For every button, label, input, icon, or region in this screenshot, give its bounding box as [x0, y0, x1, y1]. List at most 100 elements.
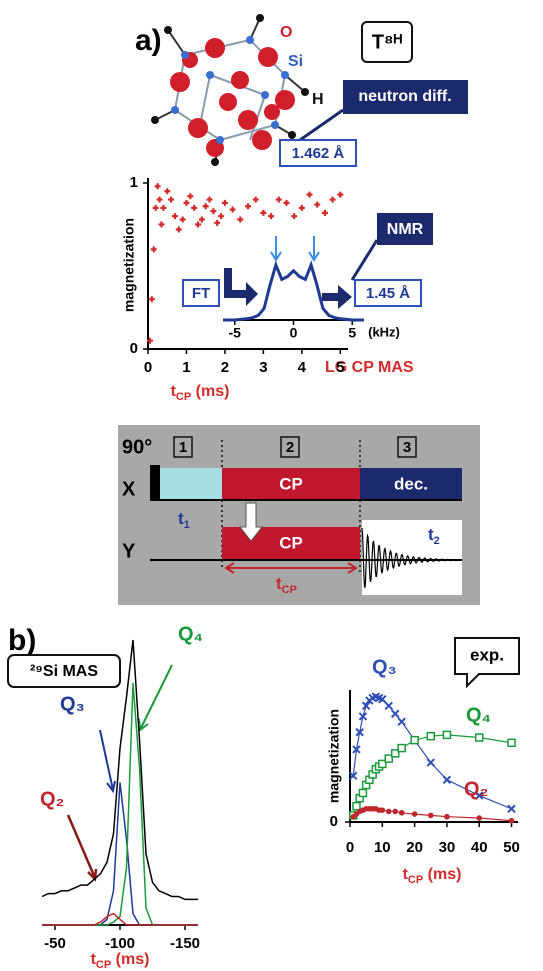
figure: a) b) O Si H T⁸ᴴ neutron diff. 1.462 Å N… [0, 0, 543, 971]
marker [149, 296, 155, 302]
y-tick-label: 1 [130, 174, 138, 191]
marker [399, 810, 405, 816]
y-axis-label: magnetization [326, 709, 342, 803]
marker [385, 702, 392, 709]
x-tick-label: 0 [346, 839, 354, 856]
x-tick-label: 5 [336, 359, 344, 376]
marker [427, 759, 434, 766]
marker [314, 202, 320, 208]
x-tick-label: 50 [503, 839, 520, 856]
y-axis-label: magnetization [121, 218, 137, 312]
bond-length: 1.45 Å [366, 285, 410, 302]
marker [153, 205, 159, 211]
marker [203, 203, 209, 209]
marker [230, 207, 236, 213]
x-axis-label-part: CP [96, 959, 111, 971]
x-tick-label: 2 [221, 359, 229, 376]
arrow [100, 730, 115, 791]
series-line [353, 735, 511, 816]
marker [299, 205, 305, 211]
atom-label: Si [288, 53, 303, 70]
marker [443, 776, 450, 783]
x-tick-label: 5 [348, 325, 356, 341]
arrow [271, 236, 319, 260]
marker [151, 246, 157, 252]
marker [210, 208, 216, 214]
ft-label: FT [192, 285, 210, 302]
x-axis-label-part: CP [408, 874, 423, 886]
marker [428, 813, 434, 819]
marker [199, 217, 205, 223]
marker [283, 200, 289, 206]
marker [260, 210, 266, 216]
x-tick-label: 1 [182, 359, 190, 376]
x-tick-label: 30 [439, 839, 456, 856]
arrow [139, 665, 172, 730]
marker [386, 809, 392, 815]
marker [398, 745, 405, 752]
channel-label: Y [122, 540, 136, 562]
x-axis-label-part: CP [176, 391, 191, 403]
exp-label: exp. [470, 645, 504, 664]
method-label: neutron diff. [358, 88, 451, 105]
x-tick-label: -5 [229, 325, 242, 341]
x-axis-label-part: (ms) [111, 951, 149, 968]
marker [476, 815, 482, 821]
marker [392, 710, 399, 717]
marker [176, 226, 182, 232]
marker [330, 197, 336, 203]
series-label: Q₂ [40, 788, 64, 810]
bond-length: 1.462 Å [292, 145, 345, 162]
molecule-label: T⁸ᴴ [372, 31, 403, 53]
x-axis-label: tCP (ms) [171, 383, 230, 403]
x-tick-label: -100 [105, 935, 135, 952]
series-label: Q₃ [60, 693, 85, 715]
arrow [68, 815, 96, 879]
arrow [322, 285, 352, 309]
marker [337, 192, 343, 198]
marker [427, 733, 434, 740]
pulse-label: 90° [122, 436, 152, 458]
x-tick-label: -50 [44, 935, 66, 952]
marker [164, 188, 170, 194]
marker [268, 213, 274, 219]
step-label: 1 [179, 439, 187, 456]
channel-label: X [122, 478, 136, 500]
x-tick-label: -150 [170, 935, 200, 952]
marker [508, 805, 515, 812]
x-axis-label-part: (ms) [191, 383, 229, 400]
callout [352, 240, 377, 280]
marker [322, 210, 328, 216]
marker [183, 200, 189, 206]
x-tick-label: 4 [298, 359, 307, 376]
step-label: 2 [286, 439, 294, 456]
x-axis-label-part: (ms) [423, 866, 461, 883]
spectrum-label: ²⁹Si MAS [30, 663, 98, 680]
marker [237, 217, 243, 223]
marker [411, 737, 418, 744]
marker [398, 718, 405, 725]
x-tick-label: 40 [471, 839, 488, 856]
marker [214, 220, 220, 226]
marker [191, 205, 197, 211]
marker [218, 213, 224, 219]
marker [380, 807, 386, 813]
block-label: CP [279, 474, 303, 493]
marker [509, 818, 515, 824]
marker [359, 789, 366, 796]
atom-label: O [280, 24, 292, 41]
marker [168, 197, 174, 203]
x-tick-label: 20 [406, 839, 423, 856]
callout [300, 110, 343, 140]
series-label: Q₃ [372, 656, 397, 678]
x-tick-label: 0 [290, 325, 298, 341]
step-label: 3 [403, 439, 411, 456]
x-axis-label: tCP (ms) [403, 866, 462, 886]
marker [180, 217, 186, 223]
method-label: NMR [387, 221, 424, 238]
y-tick-label: 0 [330, 813, 338, 830]
marker [444, 814, 450, 820]
marker [172, 213, 178, 219]
marker [307, 192, 313, 198]
marker [276, 197, 282, 203]
